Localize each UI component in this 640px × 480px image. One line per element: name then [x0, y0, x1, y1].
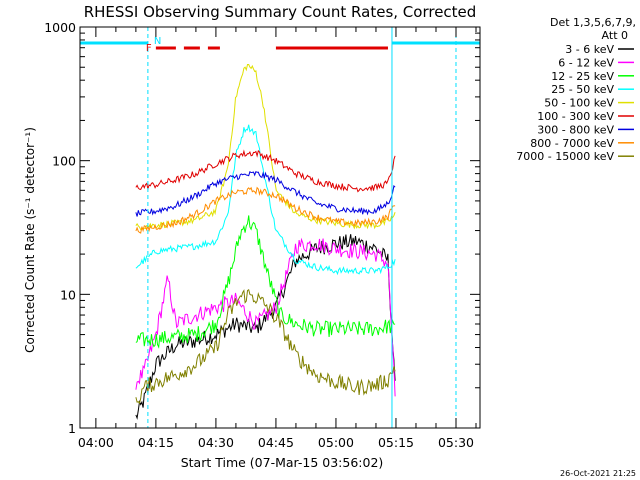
series-line-2 — [135, 237, 396, 397]
legend-label: 7000 - 15000 keV — [516, 150, 614, 163]
y-tick-label: 100 — [52, 154, 76, 169]
legend-label: 6 - 12 keV — [558, 56, 614, 69]
y-tick-label: 1000 — [44, 20, 76, 35]
legend-label: 100 - 300 keV — [537, 110, 614, 123]
plot-frame — [79, 26, 481, 429]
series-line-1 — [135, 234, 396, 420]
series-line-5 — [135, 64, 396, 231]
x-tick-label: 04:00 — [78, 435, 114, 450]
legend-label: 800 - 7000 keV — [530, 137, 614, 150]
legend-header-line1: Det 1,3,5,6,7,9, — [550, 16, 636, 29]
x-tick-label: 05:00 — [318, 435, 354, 450]
y-axis-label: Corrected Count Rate (s⁻¹ detector⁻¹) — [23, 127, 37, 353]
legend-label: 25 - 50 keV — [551, 83, 614, 96]
x-axis-label: Start Time (07-Mar-15 03:56:02) — [181, 455, 384, 470]
x-tick-label: 04:15 — [138, 435, 174, 450]
y-tick-label: 10 — [60, 287, 76, 302]
series-group — [135, 64, 396, 420]
legend-label: 50 - 100 keV — [544, 97, 614, 110]
x-tick-label: 05:30 — [438, 435, 474, 450]
series-line-8 — [135, 186, 396, 234]
series-line-4 — [135, 124, 396, 276]
legend-label: 3 - 6 keV — [565, 43, 614, 56]
y-tick-label: 1 — [68, 421, 76, 436]
series-line-3 — [135, 215, 396, 349]
x-tick-label: 04:45 — [258, 435, 294, 450]
x-tick-label: 05:15 — [378, 435, 414, 450]
plot-area: NF 1 10 100 1000 04:00 04:15 04:30 04:45 05:00 05:… — [44, 20, 481, 450]
legend-label: 300 - 800 keV — [537, 123, 614, 136]
legend-header-line2: Att 0 — [602, 29, 628, 42]
series-line-9 — [135, 289, 396, 405]
series-line-6 — [135, 149, 396, 193]
night-flag-label: N — [154, 36, 161, 47]
timestamp: 26-Oct-2021 21:25 — [560, 469, 636, 478]
series-line-7 — [135, 170, 396, 217]
x-tick-label: 04:30 — [198, 435, 234, 450]
legend-label: 12 - 25 keV — [551, 70, 614, 83]
chart-title: RHESSI Observing Summary Count Rates, Co… — [84, 3, 477, 21]
flare-flag-label: F — [146, 43, 152, 54]
